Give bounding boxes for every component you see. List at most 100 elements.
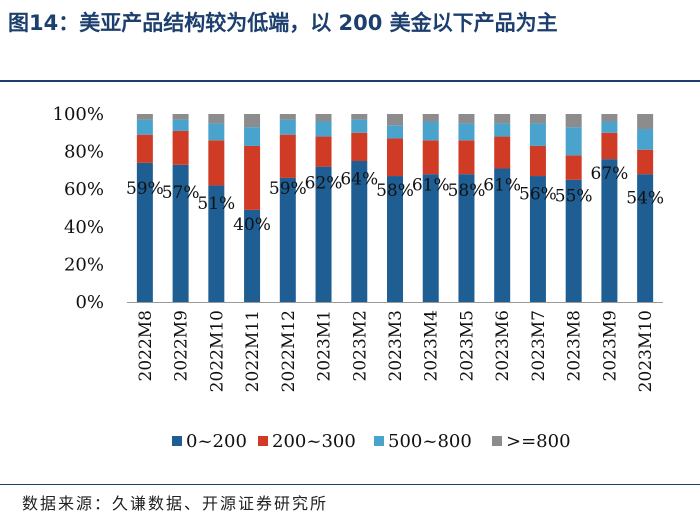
bar-segment-3 [565,127,582,156]
category-label: 2022M8 [136,310,156,382]
category-label: 2023M2 [350,310,370,382]
data-label: 55% [555,187,593,207]
bar-segment-2 [565,155,582,180]
bar-segment-2 [279,134,296,178]
bar-segment-3 [244,127,261,146]
bar-segment-3 [458,123,475,141]
bar-segment-1 [637,174,654,302]
bar-segment-2 [458,140,475,175]
bar-segment-2 [494,136,511,169]
bar-segment-2 [637,149,654,175]
bars [136,114,654,302]
bar-segment-2 [422,140,439,175]
bar-segment-4 [136,114,153,120]
bar-segment-3 [279,119,296,135]
data-label: 59% [269,179,307,199]
bar-segment-4 [601,114,618,122]
category-label: 2023M5 [457,310,477,382]
data-label: 62% [305,173,343,193]
bar-segment-2 [172,130,189,165]
bar-segment-3 [136,119,153,135]
data-labels: 59%57%51%40%59%62%64%58%61%58%61%56%55%6… [126,164,664,235]
data-label: 58% [376,181,414,201]
bar-segment-1 [565,179,582,302]
data-label: 58% [448,181,486,201]
legend-swatch [374,436,384,446]
bar-segment-2 [208,140,225,186]
legend-swatch [258,436,268,446]
bar-segment-1 [601,159,618,302]
data-label: 61% [412,175,450,195]
x-axis: 2022M8 2022M9 2022M10 2022M11 2022M12 2023M1 2… [127,302,663,392]
bar-segment-4 [458,114,475,124]
bar-segment-1 [529,176,546,302]
bar-segment-4 [315,114,332,122]
bar-segment-3 [172,119,189,131]
bar-segment-1 [458,174,475,302]
category-label: 2023M10 [636,310,656,392]
title-rule [0,80,700,82]
data-label: 56% [519,185,557,205]
bar-segment-1 [351,161,368,302]
bar-segment-4 [279,114,296,120]
category-label: 2023M8 [565,310,585,382]
legend-swatch [172,436,182,446]
bar-segment-2 [315,136,332,167]
bar-segment-1 [136,162,153,302]
bar-segment-4 [422,114,439,122]
data-label: 40% [233,215,271,235]
category-label: 2023M1 [315,310,335,382]
y-tick-label: 20% [64,254,104,275]
legend-swatch [492,436,502,446]
bar-segment-1 [422,174,439,302]
bar-segment-4 [387,114,403,126]
legend-label: 500~800 [388,431,472,452]
bar-segment-4 [244,114,261,128]
bar-segment-3 [494,123,511,137]
y-tick-label: 80% [64,142,104,163]
data-label: 59% [126,179,164,199]
bar-segment-2 [529,145,546,177]
bar-segment-4 [565,114,582,128]
bar-segment-3 [387,125,403,139]
category-label: 2022M10 [207,310,227,392]
bar-segment-2 [387,138,403,177]
bar-segment-2 [351,132,368,161]
legend-label: 200~300 [272,431,356,452]
bar-segment-1 [279,177,296,302]
category-label: 2023M9 [600,310,620,382]
bar-segment-1 [244,209,261,302]
category-label: 2022M9 [172,310,192,382]
data-label: 51% [197,194,235,214]
data-label: 67% [591,164,629,184]
bar-segment-1 [172,164,189,302]
bar-segment-4 [172,114,189,120]
bar-segment-4 [494,114,511,124]
bar-segment-1 [387,176,403,302]
bar-segment-3 [422,121,439,141]
y-tick-label: 0% [75,292,104,313]
bar-segment-4 [529,114,546,124]
category-label: 2022M12 [279,310,299,392]
y-axis: 0% 20% 40% 60% 80% 100% [53,104,104,313]
category-label: 2023M4 [422,310,442,382]
y-tick-label: 60% [64,179,104,200]
bar-segment-3 [208,123,225,141]
data-label: 57% [162,183,200,203]
bar-segment-2 [601,132,618,160]
bar-segment-2 [244,145,261,210]
source-note: 数据来源：久谦数据、开源证券研究所 [22,494,329,513]
bar-segment-3 [601,121,618,133]
category-label: 2022M11 [243,310,263,392]
bar-segment-1 [315,166,332,302]
bar-segment-1 [208,185,225,302]
bar-segment-3 [351,119,368,133]
y-tick-label: 40% [64,217,104,238]
chart: 0%20%40%60%80%100% 59%57%51%40%59%62%64%… [53,104,665,452]
bar-segment-3 [637,129,654,150]
legend-label: >=800 [506,431,571,452]
figure-title: 图14：美亚产品结构较为低端，以 200 美金以下产品为主 [8,11,558,35]
data-label: 61% [483,175,521,195]
bar-segment-3 [529,123,546,146]
legend-label: 0~200 [186,431,247,452]
